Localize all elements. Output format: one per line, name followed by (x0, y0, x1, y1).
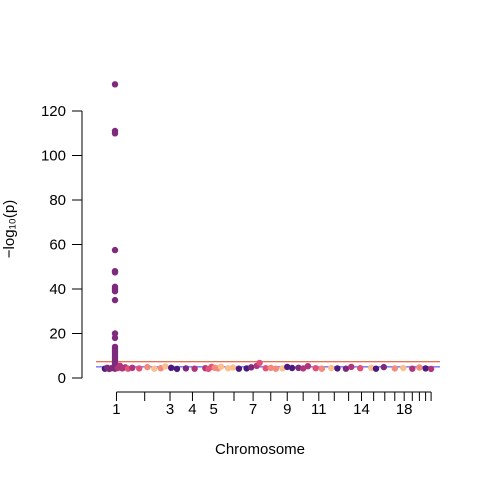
data-point (111, 288, 119, 295)
data-point (162, 363, 169, 370)
x-tick-label: 3 (166, 401, 174, 418)
data-point (129, 364, 136, 371)
data-point (168, 364, 175, 371)
x-tick-label: 18 (396, 401, 413, 418)
data-point (279, 365, 286, 372)
data-point (224, 365, 232, 372)
x-tick-label: 9 (283, 401, 291, 418)
y-tick-label: 0 (58, 370, 66, 387)
data-point (357, 365, 364, 372)
data-point (304, 363, 312, 370)
data-point (416, 364, 423, 371)
data-point (272, 365, 279, 372)
data-point (262, 365, 269, 372)
y-tick-label: 40 (49, 281, 66, 298)
data-point (235, 365, 243, 372)
data-point (229, 364, 237, 371)
data-point (256, 359, 263, 367)
data-point (111, 81, 119, 88)
data-point (248, 364, 255, 371)
data-point (217, 363, 225, 370)
data-point (348, 363, 355, 371)
x-axis: 1 3 4 5 7 9 11 14 18 (112, 391, 432, 418)
data-point (334, 365, 341, 372)
data-point (191, 365, 198, 372)
y-tick-label: 20 (49, 326, 66, 343)
data-point (144, 363, 151, 371)
data-point (391, 365, 398, 372)
data-point (312, 365, 319, 372)
y-axis-title: −log₁₀(p) (1, 200, 18, 258)
data-point (409, 365, 416, 372)
data-point (288, 364, 296, 372)
data-point (372, 365, 380, 372)
data-point (380, 363, 387, 371)
y-tick-label: 120 (41, 103, 66, 120)
data-point (111, 296, 119, 304)
data-point (318, 365, 326, 372)
data-point (111, 130, 119, 137)
data-point (284, 363, 291, 371)
y-tick-label: 60 (49, 237, 66, 254)
data-point (136, 365, 143, 372)
data-point (182, 365, 190, 372)
data-point (173, 365, 181, 373)
data-point (427, 365, 435, 373)
y-tick-label: 100 (41, 148, 66, 165)
data-point (111, 330, 119, 337)
x-tick-label: 1 (112, 401, 120, 418)
x-tick-label: 11 (311, 401, 327, 418)
x-tick-label: 5 (210, 401, 218, 418)
data-point (111, 269, 119, 276)
x-tick-label: 7 (249, 401, 257, 418)
data-point (295, 364, 302, 371)
x-tick-label: 14 (353, 401, 370, 418)
x-axis-title: Chromosome (215, 441, 305, 458)
data-point (111, 246, 119, 254)
data-point (400, 364, 407, 372)
data-point (267, 364, 274, 371)
data-point (422, 365, 429, 372)
data-point (111, 334, 119, 342)
y-tick-label: 80 (49, 192, 66, 209)
x-tick-label: 4 (188, 401, 196, 418)
data-point (328, 364, 335, 372)
data-points (101, 81, 435, 373)
y-axis: 0 20 40 60 80 100 120 (41, 103, 83, 387)
data-point (151, 365, 158, 372)
data-point (342, 365, 350, 372)
